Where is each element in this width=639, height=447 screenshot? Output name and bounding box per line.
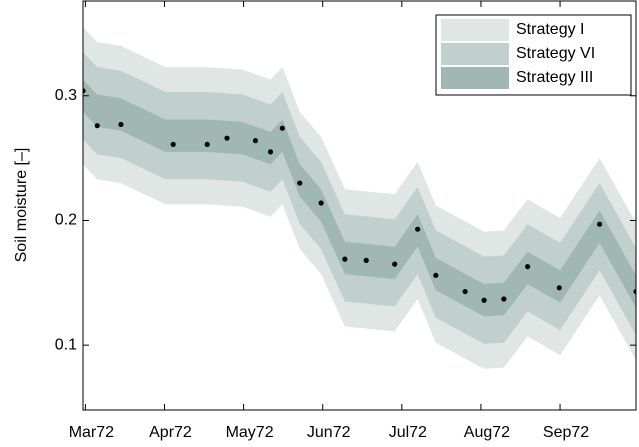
legend: Strategy I Strategy VI Strategy III — [435, 14, 632, 96]
x-tick-label: Apr72 — [149, 424, 192, 441]
observation-point — [297, 180, 303, 186]
observation-point — [83, 88, 86, 94]
y-tick-label: 0.3 — [55, 87, 77, 104]
observation-point — [433, 272, 439, 278]
observation-point — [481, 297, 487, 303]
observation-point — [556, 285, 562, 291]
observation-point — [318, 200, 324, 206]
y-axis-label: Soil moisture [–] — [13, 148, 30, 263]
observation-point — [279, 125, 285, 131]
observation-point — [252, 138, 259, 144]
y-tick-label: 0.1 — [55, 336, 77, 353]
observation-point — [118, 121, 124, 128]
legend-label: Strategy I — [516, 21, 584, 38]
legend-swatch — [441, 19, 509, 41]
x-tick-label: Jun72 — [307, 424, 351, 441]
legend-swatch — [441, 43, 509, 65]
x-tick-label: Jul72 — [389, 424, 427, 441]
x-tick-label: Aug72 — [464, 424, 510, 441]
observation-point — [224, 135, 230, 141]
plot-area — [83, 27, 636, 369]
observation-point — [525, 264, 531, 270]
axes-frame — [82, 0, 637, 411]
observation-point — [415, 226, 421, 232]
x-tick-label: Mar72 — [69, 424, 114, 441]
legend-label: Strategy III — [516, 69, 593, 86]
observation-point — [342, 256, 348, 262]
legend-label: Strategy VI — [516, 45, 595, 62]
x-tick-label: Sep72 — [543, 424, 589, 441]
observation-point — [633, 288, 636, 295]
observation-point — [363, 257, 369, 263]
observation-point — [462, 288, 468, 295]
legend-swatch — [441, 67, 509, 89]
observation-point — [597, 221, 603, 227]
observation-point — [501, 296, 507, 302]
observation-point — [204, 141, 210, 147]
y-tick-label: 0.2 — [55, 212, 77, 229]
observation-point — [170, 141, 176, 147]
band-area — [83, 79, 636, 317]
observation-point — [94, 123, 100, 129]
x-tick-label: May72 — [226, 424, 274, 441]
observation-point — [267, 149, 274, 155]
axes: 0.1 0.2 0.3 Mar72 Apr72 May72 Jun72 Jul72 Aug72 S… — [55, 0, 637, 441]
observation-point — [392, 261, 398, 267]
